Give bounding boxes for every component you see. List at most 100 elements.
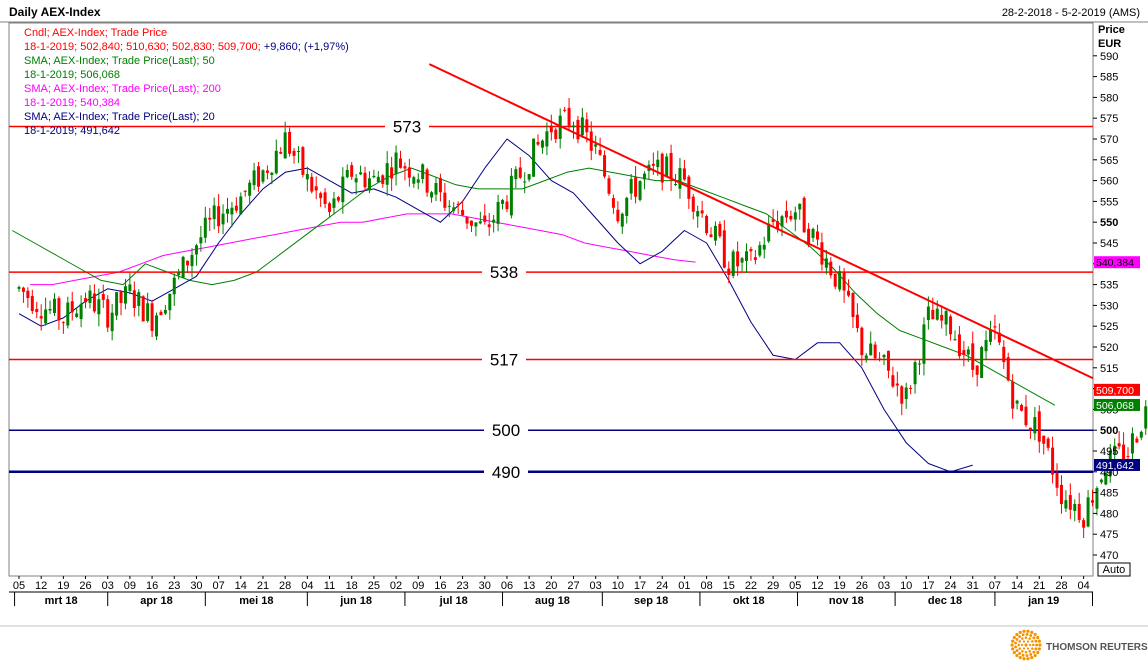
candle-body xyxy=(354,178,358,183)
candle-body xyxy=(132,290,136,308)
candle-body xyxy=(390,167,394,179)
candle-body xyxy=(35,308,39,313)
x-tick-label: 04 xyxy=(1078,580,1090,592)
candle-body xyxy=(190,254,194,267)
candle-body xyxy=(452,207,456,211)
candle-body xyxy=(1077,503,1081,520)
candle-body xyxy=(771,219,775,223)
candle-body xyxy=(128,284,132,291)
candle-body xyxy=(265,170,269,173)
candle-body xyxy=(21,287,25,292)
candle-body xyxy=(563,109,567,111)
candle-body xyxy=(975,365,979,375)
candle-body xyxy=(310,176,314,192)
candle-body xyxy=(172,277,176,295)
last-value-tag xyxy=(1094,398,1140,411)
level-label-bg xyxy=(482,261,526,283)
x-tick-label: 22 xyxy=(745,580,757,592)
candle-body xyxy=(199,237,203,244)
candle-body xyxy=(847,290,851,296)
candle-body xyxy=(292,150,296,156)
candle-body xyxy=(79,303,83,320)
candle-body xyxy=(851,292,855,317)
candle-body xyxy=(505,201,509,210)
candle-body xyxy=(665,156,669,177)
candle-body xyxy=(252,170,256,186)
candle-body xyxy=(736,251,740,267)
candle-body xyxy=(106,299,110,328)
candle-body xyxy=(438,178,442,193)
candle-body xyxy=(527,174,531,180)
candle-body xyxy=(940,314,944,321)
month-label: mei 18 xyxy=(239,595,273,607)
candle-body xyxy=(141,296,145,322)
level-label: 517 xyxy=(490,350,518,369)
candle-body xyxy=(194,245,198,255)
candle-body xyxy=(328,203,332,212)
candle-body xyxy=(931,309,935,320)
x-tick-label: 14 xyxy=(1011,580,1023,592)
candle-body xyxy=(625,197,629,216)
legend-entry: 18-1-2019; 540,384 xyxy=(24,97,120,109)
y-tick-label: 525 xyxy=(1100,321,1118,333)
candle-body xyxy=(1139,431,1143,438)
x-tick-label: 31 xyxy=(967,580,979,592)
candle-body xyxy=(603,155,607,177)
candle-body xyxy=(922,324,926,364)
candle-body xyxy=(1055,472,1059,488)
x-tick-label: 07 xyxy=(212,580,224,592)
candle-body xyxy=(536,142,540,145)
candle-body xyxy=(487,224,491,228)
auto-scale-button[interactable]: Auto xyxy=(1097,562,1131,577)
candle-body xyxy=(860,327,864,356)
downtrend-line xyxy=(428,63,1094,380)
candle-body xyxy=(1073,503,1077,511)
candle-body xyxy=(793,212,797,220)
candle-body xyxy=(904,387,908,400)
x-tick-label: 17 xyxy=(922,580,934,592)
y-tick-label: 530 xyxy=(1100,300,1118,312)
legend-entry: 18-1-2019; 491,642 xyxy=(24,125,120,137)
x-tick-label: 12 xyxy=(811,580,823,592)
candle-body xyxy=(283,132,287,159)
candle-body xyxy=(181,256,185,278)
candle-body xyxy=(572,125,575,128)
last-value-tag-label: 540,384 xyxy=(1096,257,1134,269)
candle-body xyxy=(549,125,553,133)
month-label: nov 18 xyxy=(829,595,864,607)
candle-body xyxy=(350,165,354,177)
candle-body xyxy=(749,249,753,252)
candle-body xyxy=(651,163,655,166)
level-label-bg xyxy=(482,348,526,370)
candle-body xyxy=(84,298,88,303)
candle-body xyxy=(926,306,930,321)
candle-body xyxy=(26,290,30,299)
candle-body xyxy=(363,172,367,188)
candle-body xyxy=(1117,443,1121,447)
legend-entry: SMA; AEX-Index; Trade Price(Last); 200 xyxy=(24,83,221,95)
candle-body xyxy=(1024,406,1028,426)
candle-body xyxy=(92,293,96,312)
candle-body xyxy=(829,261,833,276)
x-tick-label: 15 xyxy=(723,580,735,592)
level-label-bg xyxy=(484,460,528,482)
candle-body xyxy=(443,192,447,208)
candle-body xyxy=(762,244,766,250)
candle-body xyxy=(434,183,438,195)
candle-body xyxy=(997,332,1001,343)
candle-body xyxy=(656,159,660,168)
candle-body xyxy=(993,326,997,328)
last-value-tag-label: 506,068 xyxy=(1096,400,1134,412)
candle-body xyxy=(767,223,771,242)
candle-body xyxy=(620,213,624,227)
candle-body xyxy=(988,330,992,342)
candle-body xyxy=(674,183,678,185)
candle-body xyxy=(376,176,380,183)
candle-body xyxy=(731,251,735,276)
candle-body xyxy=(279,151,283,154)
candle-body xyxy=(1122,444,1126,462)
candle-body xyxy=(319,193,323,199)
candle-body xyxy=(66,302,70,326)
candle-body xyxy=(891,375,895,387)
